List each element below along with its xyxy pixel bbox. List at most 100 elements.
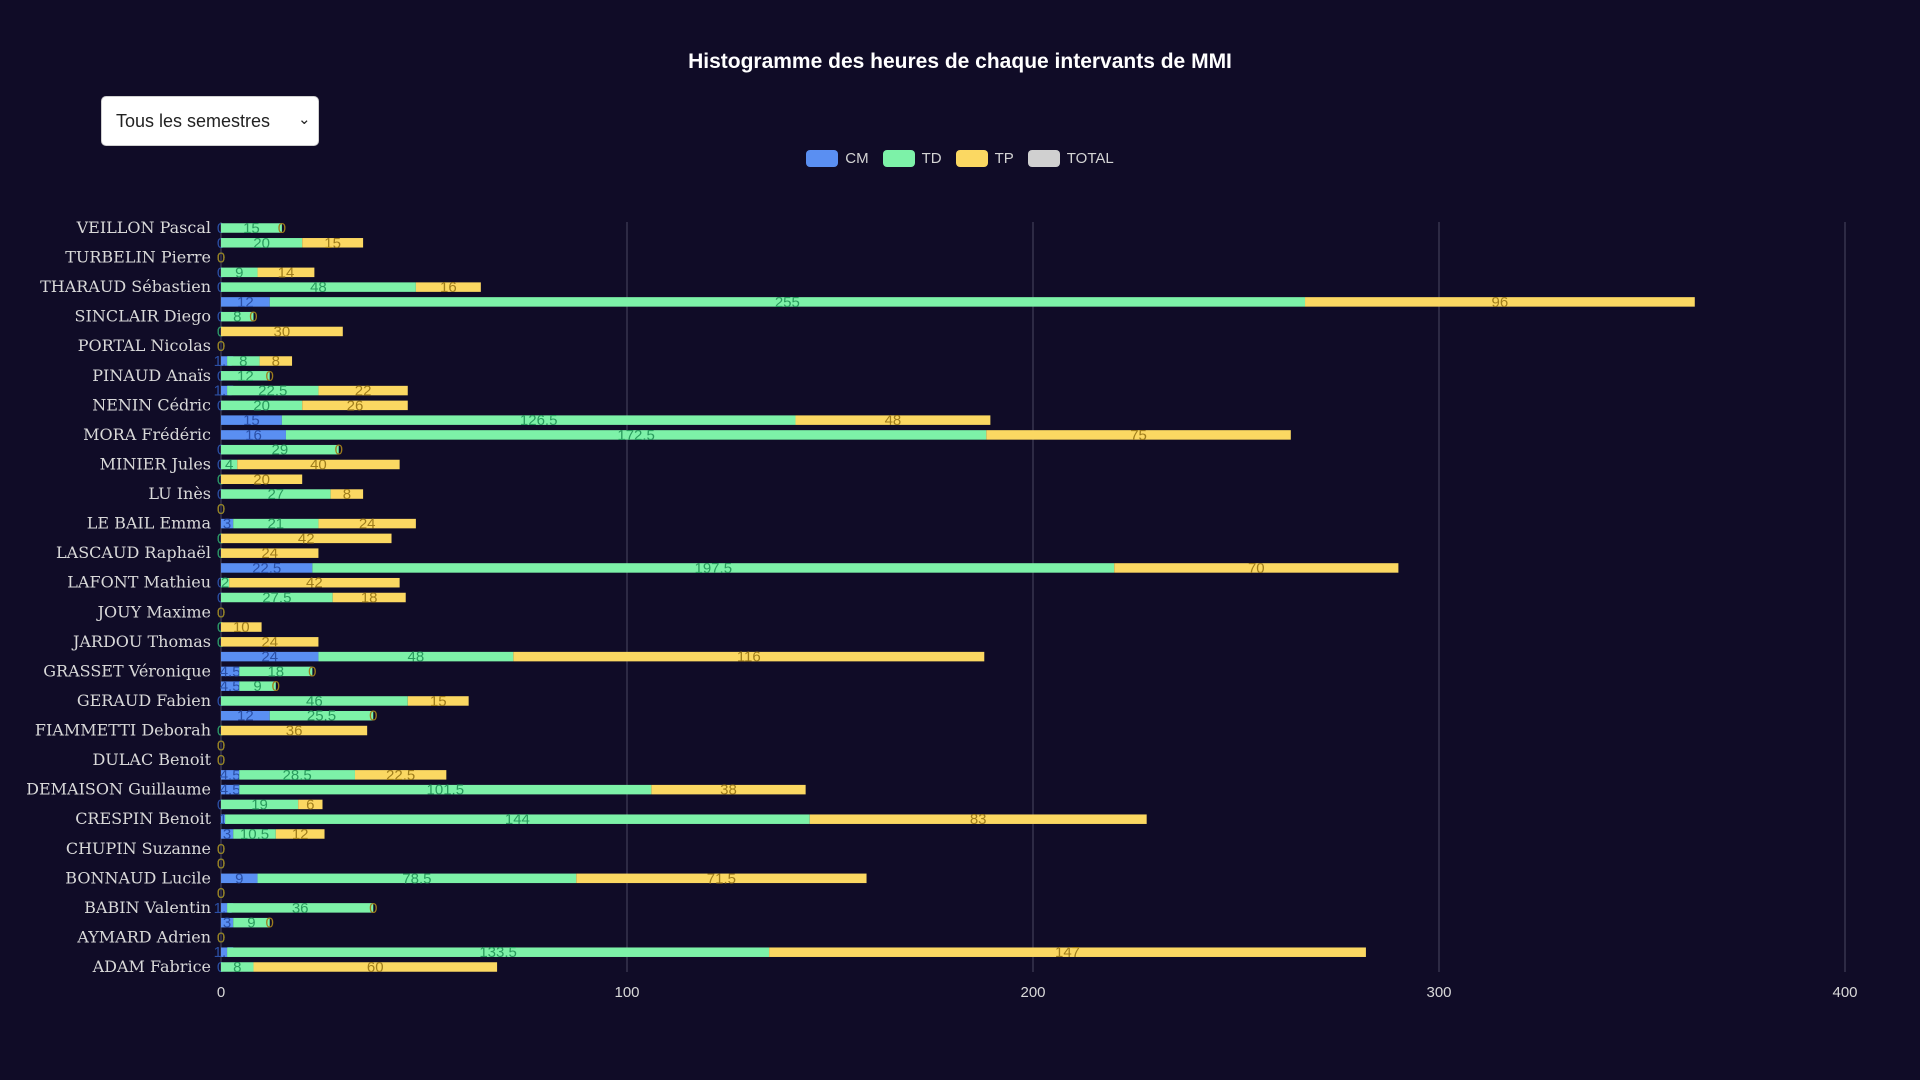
- bar-segment-tp: [221, 533, 392, 544]
- category-label: NENIN Cédric: [92, 395, 211, 414]
- data-label-td: 0: [217, 752, 225, 769]
- bar-segment-td: [239, 770, 355, 780]
- bar-segment-cm: [221, 710, 270, 721]
- bar-segment-tp: [986, 430, 1291, 440]
- bar-segment-tp: [221, 474, 303, 485]
- data-label-tp: 14: [278, 264, 295, 281]
- legend-item-td[interactable]: TD: [882, 150, 942, 167]
- bar-segment-td: [281, 415, 796, 425]
- data-label-tp: 38: [720, 782, 737, 799]
- data-label-tp: 0: [217, 841, 225, 858]
- data-label-tp: 10: [233, 619, 250, 636]
- data-label-td: 2: [221, 575, 229, 592]
- bar-segment-cm: [221, 651, 319, 662]
- data-label-tp: 0: [217, 338, 225, 355]
- bar-segment-tp: [229, 577, 400, 588]
- data-label-td: 28.5: [283, 767, 312, 784]
- data-label-td: 0: [217, 841, 225, 858]
- data-label-tp: 42: [306, 575, 323, 592]
- data-label-td: 10.5: [240, 826, 269, 843]
- data-label-tp: 0: [308, 663, 316, 680]
- legend-swatch-tp: [955, 150, 988, 167]
- bar-segment-cm: [221, 297, 270, 307]
- data-label-tp: 0: [217, 501, 225, 518]
- data-label-tp: 18: [361, 590, 378, 607]
- data-label-td: 8: [239, 353, 247, 370]
- chart-title: Histogramme des heures de chaque interva…: [688, 50, 1232, 73]
- bar-segment-td: [233, 518, 319, 529]
- bar-segment-td: [239, 784, 652, 795]
- data-label-tp: 75: [1130, 427, 1147, 444]
- legend-label-total: TOTAL: [1066, 150, 1114, 167]
- data-label-tp: 0: [249, 309, 257, 326]
- data-label-cm: 4.5: [220, 782, 241, 799]
- data-label-tp: 0: [272, 678, 280, 695]
- data-label-cm: 9: [235, 870, 243, 887]
- bar-segment-tp: [407, 696, 469, 706]
- category-label: JOUY Maxime: [96, 602, 211, 621]
- bar-segment-td: [239, 666, 313, 677]
- bar-segment-td: [221, 696, 408, 706]
- data-label-tp: 8: [272, 353, 280, 370]
- bar-segment-td: [227, 903, 374, 913]
- data-label-tp: 83: [970, 811, 987, 828]
- bar-segment-cm: [221, 770, 240, 780]
- bar-segment-cm: [221, 681, 240, 691]
- data-label-cm: 4.5: [220, 663, 241, 680]
- bar-segment-tp: [651, 784, 806, 795]
- bar-segment-tp: [1114, 563, 1399, 573]
- data-label-td: 9: [235, 264, 243, 281]
- data-label-tp: 15: [430, 693, 447, 710]
- bar-segment-td: [239, 681, 276, 691]
- bar-segment-td: [221, 223, 282, 233]
- data-label-td: 15: [243, 220, 260, 237]
- data-label-td: 8: [233, 309, 241, 326]
- legend-swatch-cm: [806, 150, 839, 167]
- category-label: CHUPIN Suzanne: [66, 839, 211, 858]
- data-label-tp: 0: [369, 708, 377, 725]
- bar-segment-tp: [332, 592, 406, 603]
- bar-segment-td: [221, 962, 254, 972]
- bar-segment-td: [257, 873, 577, 884]
- bar-segment-cm: [221, 415, 282, 425]
- semester-select[interactable]: Tous les semestres: [101, 96, 319, 146]
- data-label-cm: 1: [219, 811, 227, 828]
- data-label-tp: 0: [217, 929, 225, 946]
- legend-item-total[interactable]: TOTAL: [1027, 150, 1114, 167]
- x-tick-label: 200: [1020, 984, 1045, 1001]
- x-tick-label: 0: [217, 984, 225, 1001]
- data-label-td: 9: [253, 678, 261, 695]
- bar-segment-cm: [221, 430, 286, 440]
- data-label-tp: 0: [266, 915, 274, 932]
- data-label-td: 27: [267, 486, 284, 503]
- data-label-cm: 3: [223, 516, 231, 533]
- bar-segment-td: [285, 430, 987, 440]
- bar-segment-td: [269, 710, 374, 721]
- data-label-cm: 3: [223, 915, 231, 932]
- bar-segment-td: [233, 917, 270, 928]
- bar-segment-tp: [298, 799, 323, 810]
- bar-segment-cm: [221, 666, 240, 677]
- bar-segment-td: [227, 947, 770, 957]
- data-label-cm: 0: [217, 856, 225, 873]
- data-label-td: 20: [253, 235, 270, 252]
- legend-item-cm[interactable]: CM: [806, 150, 869, 167]
- bar-segment-tp: [354, 770, 447, 780]
- bar-segment-td: [221, 267, 258, 278]
- data-label-tp: 0: [217, 752, 225, 769]
- data-label-cm: 4.5: [220, 678, 241, 695]
- data-label-tp: 116: [737, 649, 761, 666]
- data-label-td: 46: [306, 693, 323, 710]
- data-label-tp: 8: [343, 486, 351, 503]
- category-label: BABIN Valentin: [84, 898, 211, 917]
- bar-segment-tp: [302, 400, 408, 411]
- data-label-td: 12: [237, 368, 254, 385]
- data-label-tp: 26: [347, 397, 364, 414]
- legend-item-tp[interactable]: TP: [955, 150, 1014, 167]
- bar-segment-cm: [221, 903, 228, 913]
- data-label-cm: 15: [243, 412, 260, 429]
- category-label: CRESPIN Benoit: [75, 809, 211, 828]
- x-tick-label: 100: [614, 984, 639, 1001]
- bar-segment-tp: [318, 385, 408, 396]
